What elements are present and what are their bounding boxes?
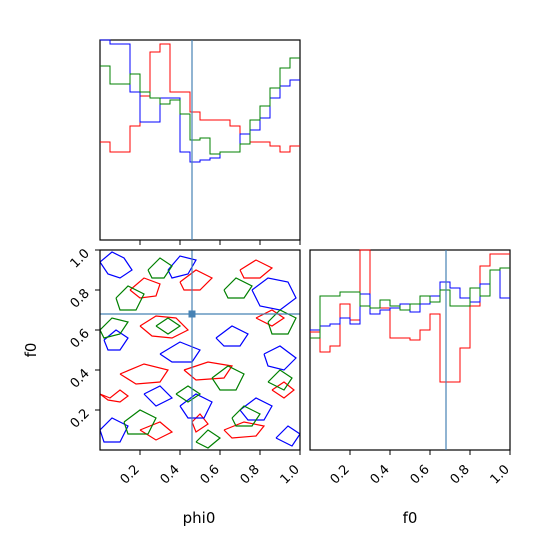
contour-series-1 xyxy=(139,315,190,339)
contour-series-2 xyxy=(143,385,174,407)
contour-series-3 xyxy=(223,277,253,299)
contour-series-2 xyxy=(103,329,129,351)
phi0-hist-series-2-step xyxy=(100,39,300,163)
f0-hist-series-1-step xyxy=(310,249,510,383)
f0-y-tick-label: 0.8 xyxy=(68,286,93,311)
phi0-x-tick-label: 0.4 xyxy=(158,462,183,487)
f0-histogram-panel: 0.2 0.4 0.6 0.8 1.0 xyxy=(309,249,513,487)
contour-frame xyxy=(99,249,301,451)
contour-series-2 xyxy=(275,425,300,447)
contour-series-1 xyxy=(179,269,214,291)
truth-marker xyxy=(188,310,196,318)
phi0-histogram-panel xyxy=(99,39,301,245)
phi0-hist-series-3-step xyxy=(100,57,300,155)
phi0-x-tick-label: 0.8 xyxy=(238,462,263,487)
contour-series-1 xyxy=(191,413,209,433)
f0-x-tick-label: 0.2 xyxy=(328,462,353,487)
f0-x-tick-label: 0.4 xyxy=(368,462,393,487)
contour-series-1 xyxy=(100,389,129,403)
contour-series-2 xyxy=(100,251,133,279)
phi0-x-tick-label: 0.6 xyxy=(198,462,223,487)
contour-series-3 xyxy=(147,257,173,279)
f0-x-tick-label: 0.8 xyxy=(448,462,473,487)
f0-y-tick-label: 0.2 xyxy=(68,406,93,431)
contour-series-3 xyxy=(123,409,157,435)
f0-y-tick-label: 0.6 xyxy=(68,326,93,351)
phi0-axis-label: phi0 xyxy=(183,509,216,527)
phi0-x-tick-label: 1.0 xyxy=(278,462,303,487)
contour-series-3 xyxy=(267,309,297,335)
contour-series-2 xyxy=(263,345,297,371)
contour-series-3 xyxy=(211,365,245,391)
contour-series-3 xyxy=(267,369,293,391)
contour-series-3 xyxy=(195,429,222,449)
contour-group xyxy=(100,251,300,449)
contour-series-2 xyxy=(251,277,297,311)
phi0-histogram-frame xyxy=(99,39,301,241)
f0-y-axis-label: f0 xyxy=(22,343,40,358)
f0-histogram-frame xyxy=(309,249,511,451)
contour-series-2 xyxy=(239,397,273,421)
contour-series-1 xyxy=(139,421,174,441)
contour-series-1 xyxy=(119,363,169,385)
phi0-f0-contour-panel: 0.2 0.4 0.6 0.8 1.0 0.2 0.4 0.6 0.8 1.0 xyxy=(68,246,303,487)
f0-y-tick-label: 1.0 xyxy=(68,246,93,271)
contour-series-1 xyxy=(223,421,266,439)
contour-series-1 xyxy=(255,309,286,327)
contour-series-1 xyxy=(271,381,295,399)
phi0-x-tick-label: 0.2 xyxy=(118,462,143,487)
contour-series-3 xyxy=(175,385,202,403)
contour-series-3 xyxy=(155,317,182,335)
contour-series-3 xyxy=(231,405,261,427)
f0-x-tick-label: 1.0 xyxy=(488,462,513,487)
phi0-hist-series-1-step xyxy=(100,43,300,153)
f0-x-tick-label: 0.6 xyxy=(408,462,433,487)
contour-series-2 xyxy=(159,341,201,363)
contour-series-1 xyxy=(239,259,274,279)
f0-hist-series-3-step xyxy=(310,267,510,339)
contour-series-1 xyxy=(129,277,161,299)
f0-axis-label: f0 xyxy=(403,509,418,527)
contour-series-3 xyxy=(100,317,129,339)
contour-series-2 xyxy=(179,393,213,419)
contour-series-1 xyxy=(183,361,234,381)
f0-y-tick-label: 0.4 xyxy=(68,366,93,391)
contour-series-3 xyxy=(115,285,145,311)
contour-series-2 xyxy=(215,325,249,347)
contour-series-2 xyxy=(100,417,129,443)
